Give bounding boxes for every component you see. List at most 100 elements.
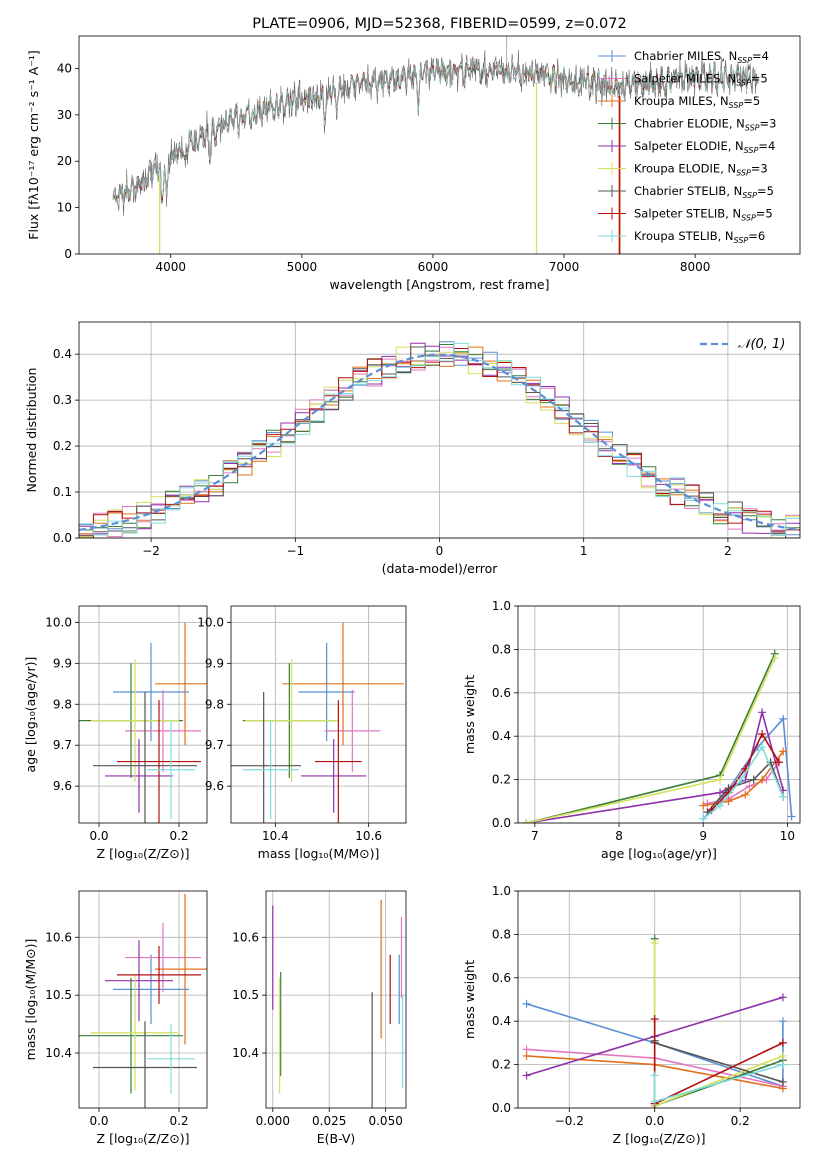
weight-marker-7: [778, 1038, 787, 1047]
x-tick-label: 0.0: [89, 1114, 108, 1128]
x-axis-label: wavelength [Angstrom, rest frame]: [329, 277, 549, 292]
weight-marker-0: [778, 1017, 787, 1026]
x-tick-label: 0.0: [645, 1114, 664, 1128]
x-tick-label: 5000: [287, 260, 318, 274]
y-tick-label: 0: [64, 247, 72, 261]
weight-marker-0: [787, 812, 796, 821]
x-tick-label: 7000: [549, 260, 580, 274]
x-tick-label: 0.2: [731, 1114, 750, 1128]
y-axis-label: age [log₁₀(age/yr)]: [23, 657, 38, 773]
weight-marker-5: [778, 1051, 787, 1060]
legend-label: Kroupa ELODIE, NSSP=3: [634, 162, 768, 178]
weight-marker-4: [522, 1071, 531, 1080]
weight-marker-5: [716, 775, 725, 784]
plot-area-age-weight: [522, 649, 796, 823]
y-tick-label: 10.0: [197, 615, 224, 629]
axes-z-age: 0.0 0.2 9.6 9.7 9.8 9.9 10.0 Z [log₁₀(Z/Z⊙)] age…: [23, 605, 208, 861]
x-tick-label: 8: [615, 829, 623, 843]
weight-marker-2: [699, 801, 708, 810]
y-tick-label: 10.5: [45, 988, 72, 1002]
weight-marker-7: [758, 730, 767, 739]
y-tick-label: 9.8: [205, 697, 224, 711]
plot-area-ebv-mass: [272, 899, 404, 1108]
weight-marker-4: [758, 708, 767, 717]
y-tick-label: 9.7: [205, 738, 224, 752]
y-tick-label: 10: [57, 201, 72, 215]
y-axis-label: mass weight: [462, 960, 477, 1039]
x-tick-label: −2: [142, 544, 160, 558]
weight-marker-4: [778, 993, 787, 1002]
axes-age-weight: 7 8 9 10 0.0 0.2 0.4 0.6 0.8 1.0 age [log₁₀(age/yr…: [462, 599, 801, 861]
weight-line-2: [703, 750, 784, 807]
y-tick-label: 0.6: [492, 686, 511, 700]
x-axis-label: mass [log₁₀(M/M⊙)]: [258, 846, 380, 861]
axes-frame: [517, 605, 801, 824]
weight-marker-2: [522, 1051, 531, 1060]
y-tick-label: 1.0: [492, 599, 511, 613]
axes-mass-age: 10.4 10.6 9.6 9.7 9.8 9.9 10.0 mass [log₁₀(M/M⊙…: [197, 605, 407, 861]
legend-label: Kroupa STELIB, NSSP=6: [634, 229, 765, 245]
x-tick-label: 7: [531, 829, 539, 843]
weight-marker-2: [758, 775, 767, 784]
plot-area-z-mass: [79, 893, 207, 1108]
y-tick-label: 9.6: [205, 779, 224, 793]
x-tick-label: 4000: [155, 260, 186, 274]
axes-spectrum: 4000 5000 6000 7000 8000 0 10 20 30 40 wavelength …: [26, 16, 801, 292]
axes-frame: [78, 890, 208, 1109]
weight-marker-8: [650, 1071, 659, 1080]
y-tick-label: 10.4: [45, 1046, 72, 1060]
x-tick-label: 10.6: [355, 829, 382, 843]
axes-z-weight: −0.2 0.0 0.2 0.0 0.2 0.4 0.6 0.8 1.0 Z [log₁₀(Z/Z…: [462, 884, 801, 1146]
axes-z-mass: 0.0 0.2 10.4 10.5 10.6 Z [log₁₀(Z/Z⊙)] mass [l…: [23, 890, 208, 1146]
x-tick-label: 0.2: [169, 829, 188, 843]
legend-label: Kroupa MILES, NSSP=5: [634, 94, 760, 110]
weight-marker-8: [650, 1097, 659, 1106]
weight-line-8: [653, 1063, 784, 1103]
axes-frame: [78, 35, 801, 255]
plot-area-z-age: [79, 622, 207, 823]
y-tick-label: 0.8: [492, 642, 511, 656]
y-axis-label: Flux [fλ10⁻¹⁷ erg cm⁻² s⁻¹ A⁻¹]: [26, 50, 41, 239]
y-tick-label: 0.6: [492, 971, 511, 985]
y-tick-label: 9.8: [53, 697, 72, 711]
weight-marker-6: [749, 775, 758, 784]
x-tick-label: −1: [286, 544, 304, 558]
y-tick-label: 0.2: [53, 439, 72, 453]
weight-marker-5: [522, 819, 531, 823]
weight-marker-8: [778, 1060, 787, 1069]
weight-marker-7: [650, 1015, 659, 1024]
weight-marker-8: [779, 792, 788, 801]
x-tick-label: 6000: [418, 260, 449, 274]
weight-marker-0: [522, 999, 531, 1008]
weight-marker-5: [770, 654, 779, 663]
y-tick-label: 10.6: [45, 930, 72, 944]
x-tick-label: 0.050: [368, 1114, 402, 1128]
weight-marker-6: [778, 1077, 787, 1086]
y-tick-label: 0.8: [492, 927, 511, 941]
x-tick-label: 10: [780, 829, 795, 843]
x-tick-label: 0.000: [256, 1114, 290, 1128]
y-tick-label: 0.2: [492, 773, 511, 787]
x-tick-label: 0.025: [312, 1114, 346, 1128]
y-tick-label: 40: [57, 61, 72, 75]
legend-label: Salpeter MILES, NSSP=5: [634, 72, 768, 88]
x-axis-label: Z [log₁₀(Z/Z⊙)]: [97, 846, 190, 861]
y-tick-label: 0.3: [53, 393, 72, 407]
x-tick-label: 0: [436, 544, 444, 558]
weight-marker-8: [737, 775, 746, 784]
legend-label: Chabrier STELIB, NSSP=5: [634, 184, 774, 200]
x-axis-label: Z [log₁₀(Z/Z⊙)]: [613, 1131, 706, 1146]
weight-marker-0: [779, 714, 788, 723]
y-tick-label: 9.7: [53, 738, 72, 752]
x-axis-label: (data-model)/error: [382, 561, 499, 576]
axes-ebv-mass: 0.000 0.025 0.050 10.4 10.5 10.6 E(B-V): [232, 890, 407, 1146]
weight-marker-7: [774, 758, 783, 767]
plot-area-mass-age: [231, 622, 404, 823]
normal-curve: [79, 353, 800, 531]
y-tick-label: 0.0: [53, 531, 72, 545]
y-axis-label: mass weight: [462, 675, 477, 754]
x-tick-label: 9: [699, 829, 707, 843]
weight-marker-1: [703, 799, 712, 808]
weight-marker-2: [741, 790, 750, 799]
y-axis-label: Normed distribution: [24, 368, 39, 493]
